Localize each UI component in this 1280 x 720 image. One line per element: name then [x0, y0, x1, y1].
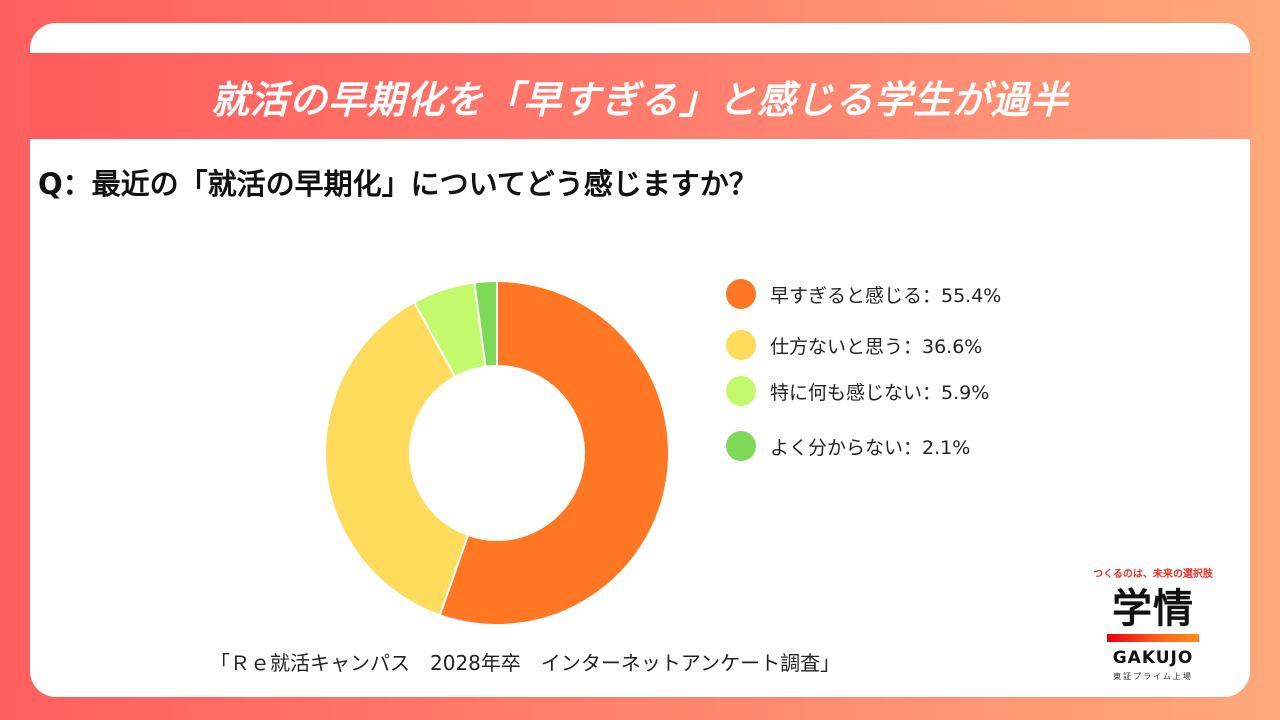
source-note: 「Ｒｅ就活キャンパス 2028年卒 インターネットアンケート調査」	[210, 651, 841, 675]
logo-bar	[1107, 634, 1199, 642]
logo-mark: 学情	[1112, 586, 1194, 632]
legend-item-unavoidable: 仕方ないと思う：36.6%	[726, 330, 982, 360]
legend-dot-unavoidable	[726, 330, 756, 360]
legend-label-not-sure: よく分からない：2.1%	[770, 436, 971, 459]
logo-sub: 東証プライム上場	[1113, 672, 1193, 681]
legend-dot-not-sure	[726, 431, 756, 461]
donut-chart	[324, 279, 670, 626]
legend-dot-too-early	[726, 279, 756, 309]
slide-card: 就活の早期化を「早すぎる」と感じる学生が過半 Q：最近の「就活の早期化」について…	[30, 23, 1250, 697]
legend-item-not-sure: よく分からない：2.1%	[726, 431, 970, 461]
survey-question: Q：最近の「就活の早期化」についてどう感じますか？	[38, 167, 758, 201]
legend-item-no-feeling: 特に何も感じない：5.9%	[726, 376, 989, 406]
slide-title: 就活の早期化を「早すぎる」と感じる学生が過半	[210, 77, 1069, 122]
legend-item-too-early: 早すぎると感じる：55.4%	[726, 279, 1001, 309]
legend-label-too-early: 早すぎると感じる：55.4%	[770, 284, 1002, 307]
logo-tagline: つくるのは、未来の選択肢	[1093, 569, 1213, 580]
legend-dot-no-feeling	[726, 376, 756, 406]
gakujo-logo: つくるのは、未来の選択肢 学情 GAKUJO 東証プライム上場	[1090, 565, 1216, 682]
donut-slice-too-early	[438, 279, 670, 626]
legend-label-unavoidable: 仕方ないと思う：36.6%	[770, 335, 983, 358]
title-banner: 就活の早期化を「早すぎる」と感じる学生が過半	[30, 53, 1250, 139]
donut-slice-unavoidable	[324, 300, 470, 617]
donut-slice-not-sure	[473, 279, 498, 368]
legend-label-no-feeling: 特に何も感じない：5.9%	[770, 381, 990, 404]
logo-name: GAKUJO	[1112, 648, 1194, 668]
